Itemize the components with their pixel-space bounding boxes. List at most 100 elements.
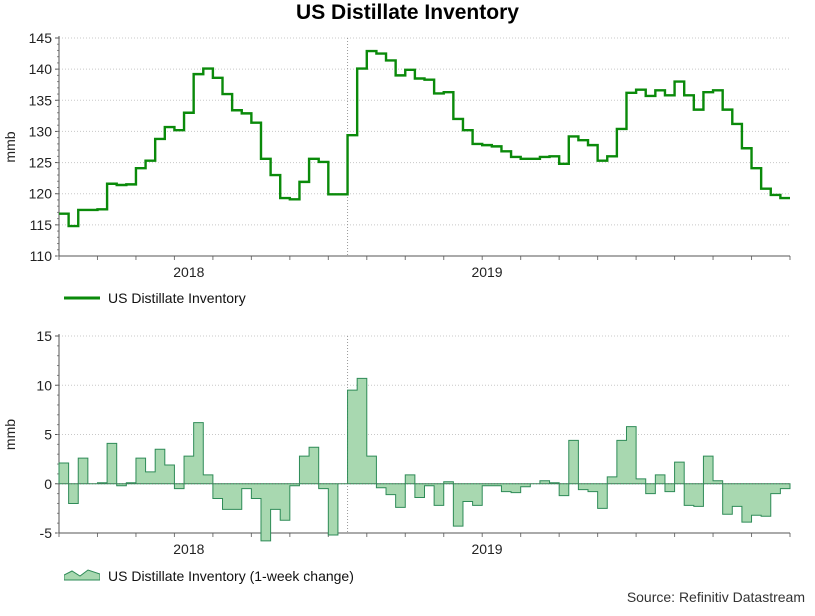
inventory-point	[165, 124, 175, 130]
change-bar	[694, 484, 704, 507]
inventory-point	[328, 191, 338, 197]
change-bar	[636, 479, 646, 484]
inventory-point	[184, 110, 194, 116]
inventory-point	[713, 87, 723, 93]
change-bar	[703, 456, 713, 484]
inventory-point	[223, 91, 233, 97]
inventory-point	[684, 92, 694, 98]
inventory-point	[155, 136, 165, 142]
inventory-point	[511, 154, 521, 160]
inventory-point	[405, 67, 415, 73]
inventory-point	[752, 165, 762, 171]
change-bar	[684, 484, 694, 506]
inventory-point	[357, 66, 367, 72]
inventory-point	[126, 181, 136, 187]
change-bar	[251, 484, 261, 499]
change-bar	[338, 484, 348, 485]
inventory-point	[530, 156, 540, 162]
inventory-point	[136, 165, 146, 171]
change-bar	[232, 484, 242, 510]
level-x-label: 2018	[173, 264, 204, 280]
inventory-point	[415, 75, 425, 81]
chart-title: US Distillate Inventory	[296, 1, 519, 24]
change-bar	[578, 484, 588, 490]
level-y-tick-label: 125	[29, 155, 53, 171]
change-bar	[117, 484, 127, 486]
level-panel: 110 115 120 125 130 135 140 145 2018 2019 mmb	[2, 30, 791, 280]
change-bar	[511, 484, 521, 493]
inventory-point	[559, 161, 569, 167]
inventory-point	[492, 143, 502, 149]
change-bar	[473, 484, 483, 506]
inventory-point	[703, 89, 713, 95]
inventory-point	[434, 90, 444, 96]
inventory-point	[501, 148, 511, 154]
inventory-point	[540, 154, 550, 160]
inventory-point	[742, 145, 752, 151]
inventory-point	[348, 132, 358, 138]
change-bar	[386, 484, 396, 495]
change-y-tick-label: 10	[36, 377, 52, 393]
inventory-point	[598, 158, 608, 164]
inventory-point	[482, 142, 492, 148]
change-bar	[174, 484, 184, 489]
inventory-point	[453, 116, 463, 122]
change-bar	[434, 484, 444, 506]
change-y-tick-label: 5	[44, 427, 52, 443]
inventory-point	[626, 90, 636, 96]
inventory-point	[280, 195, 290, 201]
change-bar	[194, 423, 204, 484]
level-y-tick-label: 140	[29, 61, 53, 77]
change-bar	[675, 462, 685, 484]
change-bar	[646, 484, 656, 494]
change-bar	[78, 458, 88, 484]
change-bar	[290, 484, 300, 486]
change-bar	[309, 447, 319, 483]
legend-bottom: US Distillate Inventory (1-week change)	[63, 567, 354, 584]
inventory-point	[69, 223, 79, 229]
change-y-tick-label: 0	[44, 476, 52, 492]
source-note: Source: Refinitiv Datastream	[626, 589, 805, 605]
inventory-point	[203, 66, 213, 72]
inventory-point	[588, 142, 598, 148]
change-bar	[607, 477, 617, 484]
inventory-point	[338, 191, 348, 197]
level-y-tick-label: 120	[29, 186, 53, 202]
inventory-point	[463, 127, 473, 133]
legend-area-swatch	[63, 567, 101, 584]
inventory-point	[146, 158, 156, 164]
inventory-point	[107, 181, 117, 187]
change-bar	[588, 484, 598, 492]
change-bar	[453, 484, 463, 526]
change-bar	[184, 456, 194, 484]
change-bar	[655, 475, 665, 484]
change-bar	[146, 472, 156, 484]
change-y-axis-title: mmb	[2, 419, 18, 450]
change-bar	[319, 484, 329, 489]
change-bar	[280, 484, 290, 520]
inventory-point	[617, 126, 627, 132]
change-bar	[559, 484, 569, 496]
change-bar	[328, 484, 338, 535]
legend-line-swatch	[64, 290, 100, 306]
inventory-point	[761, 186, 771, 192]
level-y-axis-title: mmb	[2, 131, 18, 162]
inventory-point	[242, 110, 252, 116]
change-bar	[540, 481, 550, 484]
change-bar	[107, 443, 117, 483]
inventory-point	[732, 121, 742, 127]
change-bar	[752, 484, 762, 516]
inventory-point	[550, 153, 560, 159]
inventory-point	[694, 107, 704, 113]
inventory-point	[607, 153, 617, 159]
inventory-point	[655, 87, 665, 93]
change-bar	[242, 484, 252, 489]
change-bar	[261, 484, 271, 541]
change-bar	[415, 484, 425, 498]
change-bar	[713, 481, 723, 484]
change-bar	[376, 484, 386, 488]
change-bar	[271, 484, 281, 510]
change-bar	[598, 484, 608, 509]
level-y-tick-label: 110	[30, 248, 53, 264]
inventory-point	[675, 79, 685, 85]
